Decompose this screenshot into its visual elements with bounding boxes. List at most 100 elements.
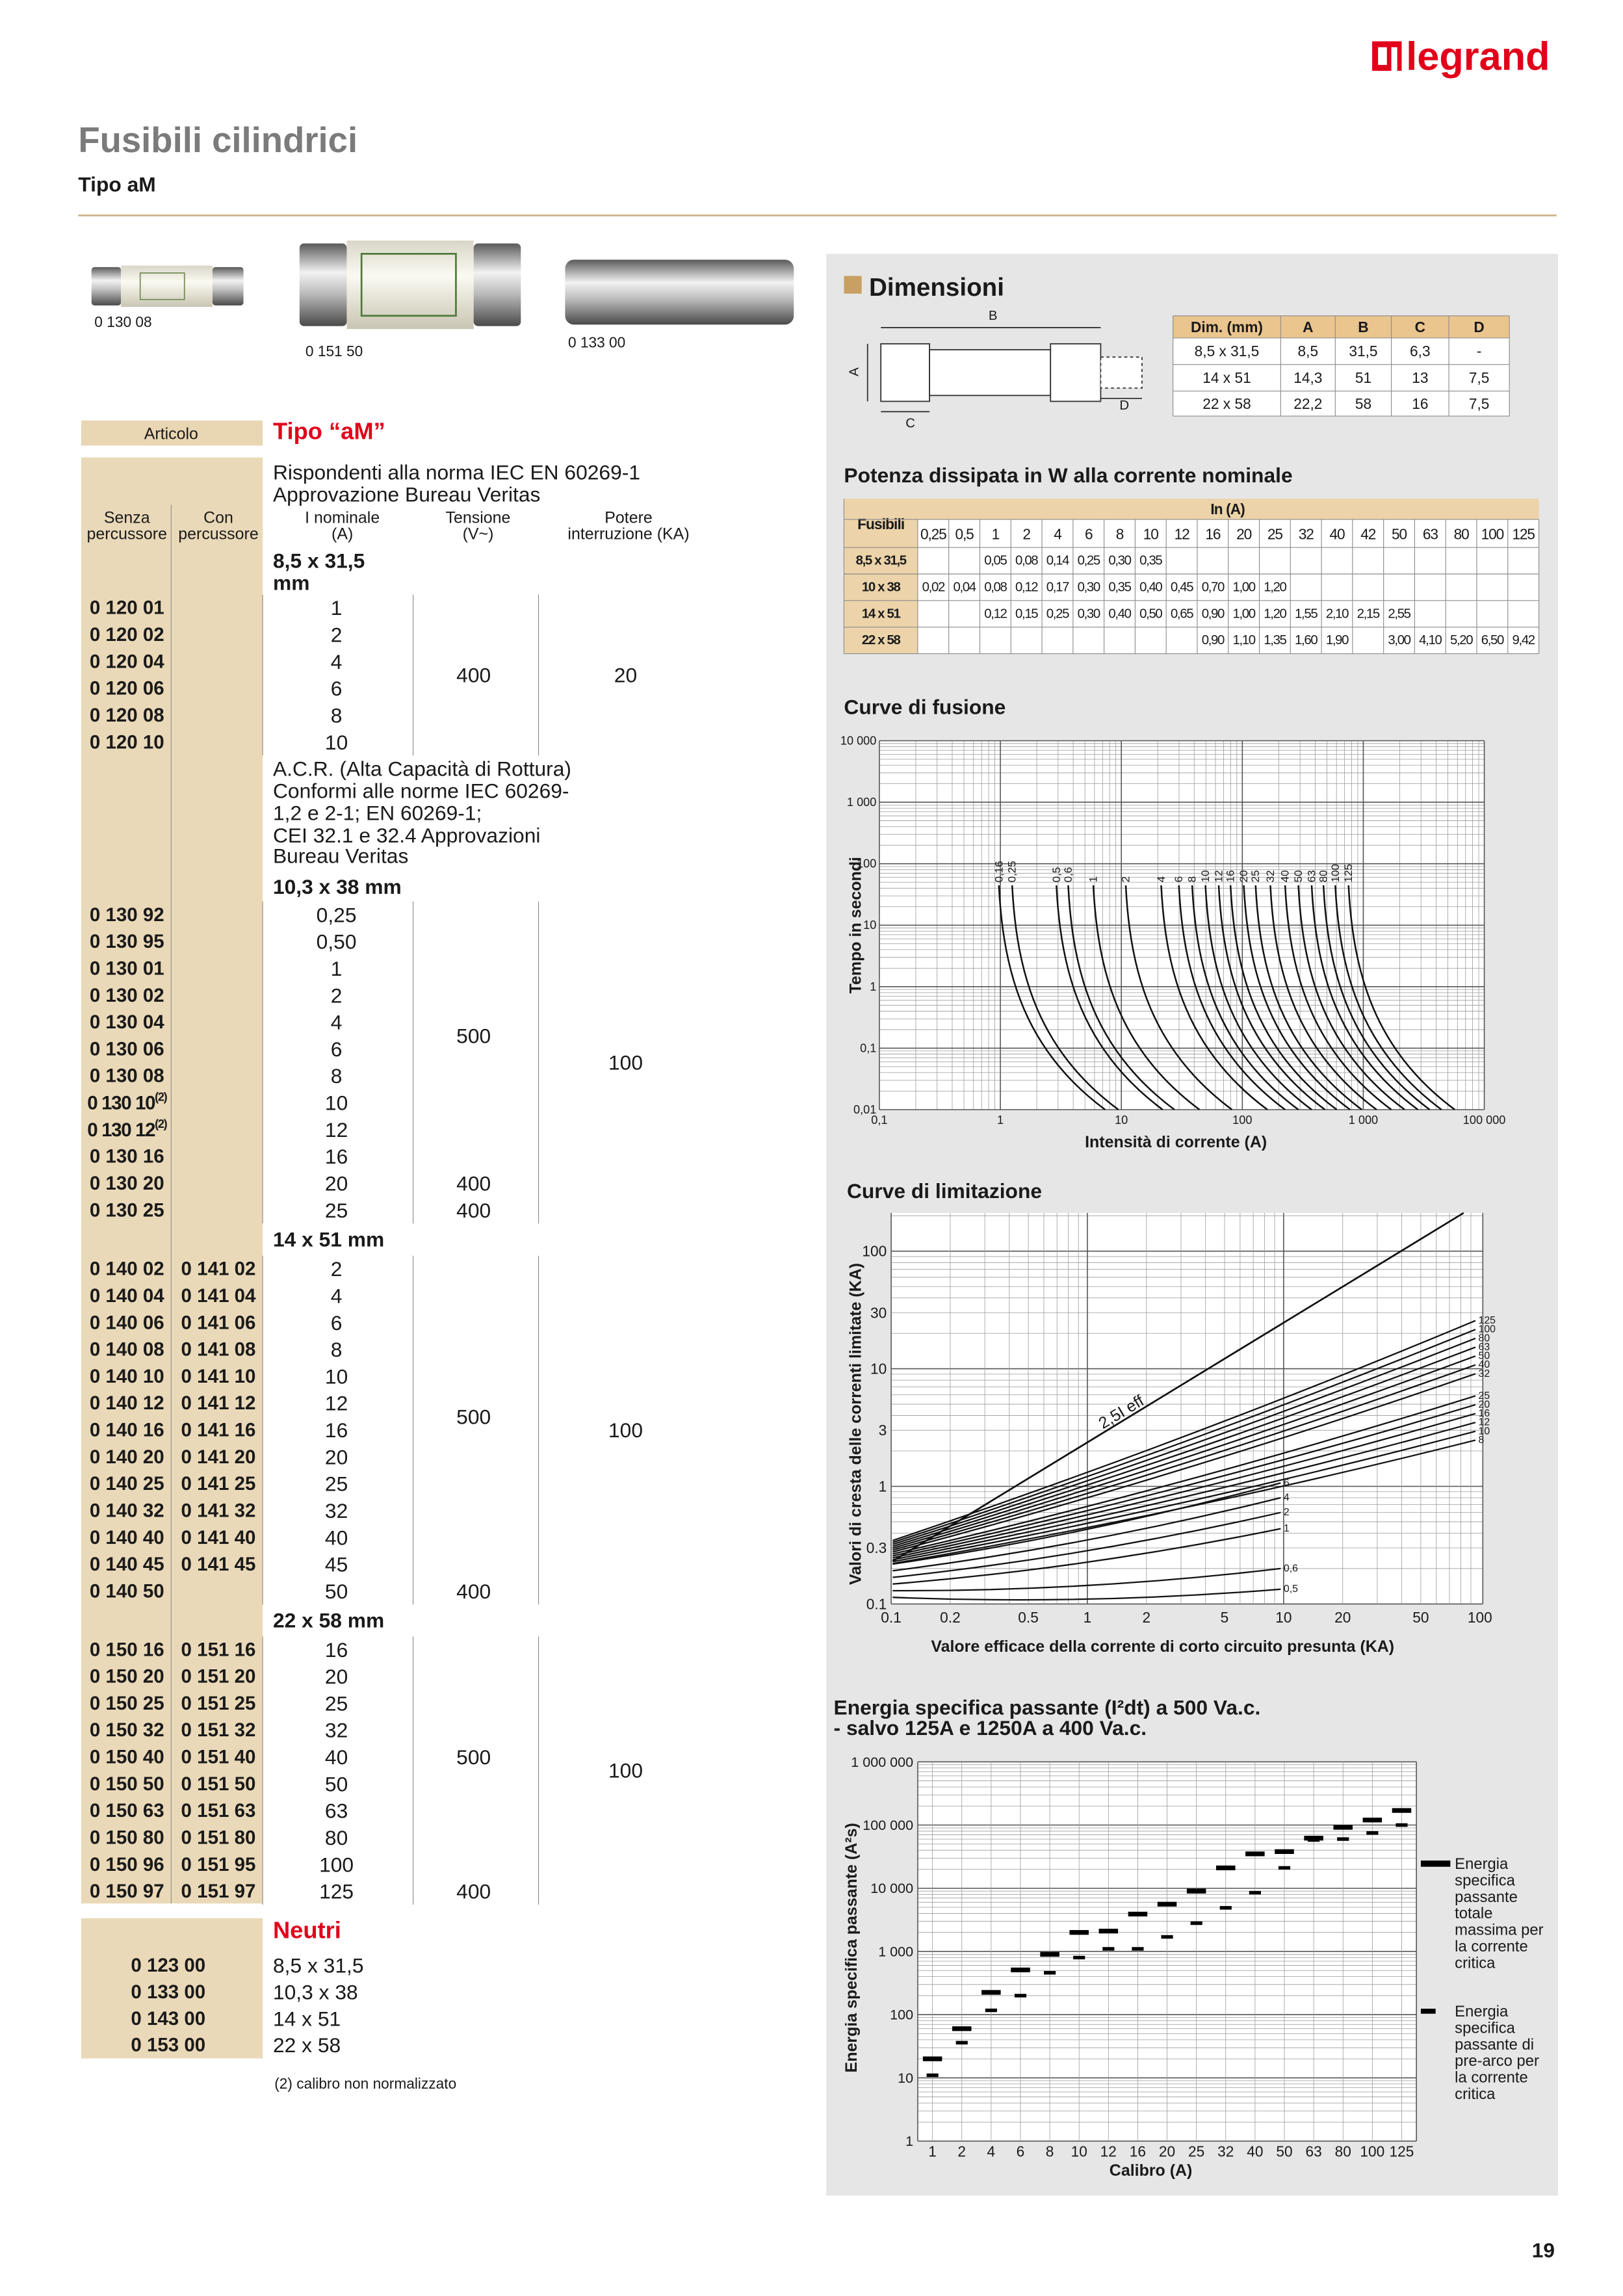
curve-label: 20 xyxy=(1238,870,1250,882)
y-tick-label: 0,1 xyxy=(860,1041,876,1054)
table-cell: 0,70 xyxy=(1202,580,1225,594)
energy-mark xyxy=(1216,1865,1236,1871)
x-tick-label: 5 xyxy=(1221,1609,1229,1626)
energy-mark xyxy=(1014,1994,1027,1998)
table-cell: 0,90 xyxy=(1202,607,1225,621)
article-code: 0 120 04 xyxy=(90,651,164,672)
table-header: 12 xyxy=(1175,526,1189,543)
fusion-curve xyxy=(1284,885,1392,1110)
fusion-curve xyxy=(1191,885,1299,1110)
nominal-current: 8 xyxy=(331,1064,343,1088)
curve-label: 8 xyxy=(1186,876,1199,882)
table-cell: 58 xyxy=(1355,395,1371,412)
fuse-size: 8,5 x 31,5 xyxy=(273,1954,364,1977)
x-axis-label: Valore efficace della corrente di corto … xyxy=(931,1637,1394,1656)
x-tick-label: 50 xyxy=(1276,2143,1292,2160)
curve-label: 40 xyxy=(1479,1359,1490,1370)
table-cell: 1,90 xyxy=(1326,633,1349,647)
energy-mark xyxy=(1102,1947,1115,1951)
page-title: Fusibili cilindrici xyxy=(78,120,357,160)
table-header: Fusibili xyxy=(857,515,904,532)
header-cell xyxy=(81,420,263,446)
nominal-current: 1 xyxy=(331,957,343,980)
curve-label: 100 xyxy=(1479,1324,1496,1335)
nominal-current: 40 xyxy=(325,1745,348,1769)
table-cell: 13 xyxy=(1412,369,1428,386)
table-cell: 0,45 xyxy=(1171,580,1193,594)
table-cell: 0,25 xyxy=(1046,607,1069,621)
fusion-curve xyxy=(1310,885,1419,1110)
y-axis-label: Valori di cresta delle correnti limitate… xyxy=(847,1263,865,1585)
group-size: 22 x 58 mm xyxy=(273,1608,384,1632)
x-tick-label: 1 000 xyxy=(1349,1114,1378,1127)
energy-mark xyxy=(955,2041,968,2045)
energy-mark xyxy=(1366,1831,1379,1835)
table-cell: 14 x 51 xyxy=(1202,369,1251,386)
table-cell: 0,12 xyxy=(984,607,1007,621)
nominal-current: 50 xyxy=(325,1580,348,1603)
product-photo xyxy=(91,265,244,307)
article-code: 0 130 20 xyxy=(90,1173,164,1194)
table-cell: 5,20 xyxy=(1450,633,1473,647)
legend-label: Energia specifica passante di pre-arco per l… xyxy=(1455,2002,1539,2102)
nominal-current: 6 xyxy=(331,1037,343,1061)
table-cell: 0,08 xyxy=(984,580,1007,594)
column-header: (A) xyxy=(331,525,353,543)
y-tick-label: 1 xyxy=(879,1478,887,1494)
nominal-current: 50 xyxy=(325,1772,348,1795)
curve-label: 2 xyxy=(1119,876,1132,882)
footnote: (2) calibro non normalizzato xyxy=(274,2075,456,2092)
article-code-number: 0 130 10 xyxy=(87,1092,155,1114)
table-header: C xyxy=(1415,319,1425,335)
table-header: A xyxy=(1303,319,1313,335)
article-code: 0 140 25 xyxy=(90,1473,164,1494)
article-code: 0 130 01 xyxy=(90,958,164,979)
energy-mark xyxy=(1040,1951,1059,1957)
nominal-current: 4 xyxy=(331,1284,343,1307)
x-tick-label: 0.1 xyxy=(881,1609,902,1626)
table-cell: 1,00 xyxy=(1233,607,1256,621)
brand-name: legrand xyxy=(1406,34,1550,78)
curve-label: 16 xyxy=(1479,1408,1490,1419)
curve-label: 12 xyxy=(1479,1417,1490,1428)
nominal-current: 1 xyxy=(331,596,343,620)
table-cell: 1,20 xyxy=(1264,580,1286,594)
table-cell: 9,42 xyxy=(1513,633,1535,647)
x-tick-label: 100 xyxy=(1468,1609,1492,1626)
footnote-ref: (2) xyxy=(155,1090,167,1103)
article-code: 0 130 12(2) xyxy=(87,1117,167,1141)
x-tick-label: 100 000 xyxy=(1463,1114,1506,1127)
energy-mark xyxy=(981,1990,1001,1995)
x-tick-label: 63 xyxy=(1306,2143,1322,2160)
y-tick-label: 1 xyxy=(870,980,876,993)
article-code: 0 130 92 xyxy=(90,904,164,926)
fusion-curve xyxy=(1204,885,1312,1110)
limit-curve xyxy=(892,1422,1476,1561)
energy-mark xyxy=(1304,1836,1323,1841)
energy-mark xyxy=(1161,1935,1173,1939)
x-tick-label: 6 xyxy=(1017,2143,1025,2160)
nominal-current: 8 xyxy=(331,703,343,727)
article-code: 0 141 40 xyxy=(181,1527,256,1548)
x-tick-label: 8 xyxy=(1046,2143,1054,2160)
limit-curve xyxy=(892,1395,1476,1555)
plot-bg xyxy=(891,1212,1483,1604)
article-code: 0 150 25 xyxy=(90,1693,164,1714)
x-tick-label: 2 xyxy=(1143,1609,1151,1626)
article-code: 0 143 00 xyxy=(131,2008,205,2029)
fusion-curve xyxy=(1056,885,1163,1110)
fuse-drawing xyxy=(866,327,1143,413)
section-title: - salvo 125A e 1250A a 400 Va.c. xyxy=(834,1716,1147,1740)
article-code: 0 141 20 xyxy=(181,1446,256,1468)
breaking-capacity: 100 xyxy=(608,1051,643,1075)
article-code: 0 141 16 xyxy=(181,1420,256,1441)
article-code: 0 140 45 xyxy=(90,1554,164,1575)
curve-label: 1 xyxy=(1284,1523,1290,1534)
article-code: 0 140 06 xyxy=(90,1312,164,1333)
limit-curve xyxy=(892,1528,1281,1585)
limit-curve xyxy=(892,1355,1476,1549)
nominal-current: 0,50 xyxy=(317,930,357,954)
energy-mark xyxy=(1098,1929,1119,1934)
curve-label: 0,6 xyxy=(1284,1563,1298,1574)
nominal-current: 20 xyxy=(325,1665,348,1688)
